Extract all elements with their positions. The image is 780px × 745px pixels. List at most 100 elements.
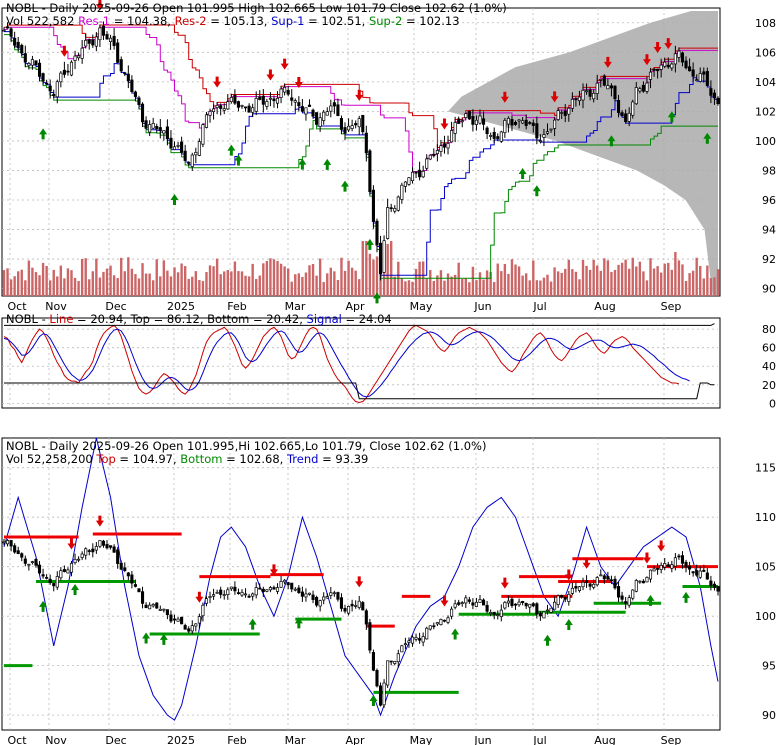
- trend-candle: [332, 592, 336, 595]
- volume-bar: [31, 267, 34, 296]
- price-candle: [119, 59, 123, 72]
- trend-candle: [712, 583, 716, 588]
- price-candle: [137, 97, 141, 105]
- trend-candle: [98, 540, 102, 547]
- price-candle: [698, 73, 702, 82]
- volume-bar: [95, 258, 98, 296]
- price-candle: [254, 98, 258, 112]
- volume-bar: [489, 271, 492, 296]
- trend-candle: [183, 625, 187, 630]
- trend-candle: [361, 602, 365, 611]
- volume-bar: [205, 272, 208, 296]
- trend-candle: [69, 563, 74, 573]
- volume-bar: [311, 264, 315, 296]
- volume-bar: [596, 265, 599, 296]
- volume-bar: [98, 277, 102, 296]
- volume-bar: [134, 274, 137, 296]
- buy-arrow-up: [451, 628, 460, 640]
- buy-arrow-up: [71, 584, 80, 596]
- price-candle: [123, 72, 127, 75]
- price-candle: [69, 61, 74, 76]
- price-candle: [485, 127, 489, 135]
- volume-bar: [478, 272, 482, 296]
- price-candle: [442, 143, 447, 148]
- trend-candle: [339, 597, 344, 609]
- volume-bar: [315, 275, 318, 296]
- trend-candle: [577, 586, 582, 591]
- volume-bar: [159, 276, 162, 296]
- trend-candle: [489, 612, 493, 614]
- price-candle: [98, 27, 102, 41]
- volume-bar: [162, 260, 166, 296]
- volume-bar: [567, 259, 571, 296]
- trend-candle: [702, 569, 706, 572]
- price-candle: [84, 39, 88, 47]
- volume-bar: [212, 266, 215, 296]
- price-xtick-label: Apr: [345, 300, 365, 313]
- price-candle: [428, 154, 432, 160]
- price-candle: [73, 55, 77, 61]
- price-candle: [116, 42, 120, 63]
- volume-bar: [276, 260, 279, 296]
- trend-candle: [556, 595, 560, 605]
- volume-bar: [123, 271, 126, 296]
- price-candle: [261, 95, 265, 105]
- volume-bar: [485, 270, 489, 296]
- trend-candle: [560, 595, 564, 598]
- buy-arrow-up: [564, 619, 573, 631]
- volume-bar: [286, 268, 290, 296]
- buy-arrow-up: [170, 194, 179, 206]
- volume-bar: [116, 278, 119, 296]
- trend-candle: [229, 586, 233, 590]
- volume-bar: [102, 271, 105, 296]
- trend-candle: [66, 569, 70, 574]
- volume-bar: [368, 253, 372, 296]
- buy-arrow-up: [369, 694, 378, 706]
- trend-candle: [23, 558, 27, 564]
- sell-arrow-down: [280, 58, 289, 70]
- volume-bar: [517, 266, 521, 296]
- price-candle: [244, 106, 248, 109]
- trend-candle: [627, 597, 631, 606]
- trend-candle: [492, 611, 496, 615]
- price-candle: [329, 105, 333, 112]
- price-candle: [197, 141, 201, 156]
- trend-candle: [258, 587, 262, 590]
- volume-bar: [73, 277, 77, 296]
- trend-candle: [144, 604, 148, 609]
- volume-bar: [27, 260, 31, 296]
- price-candle: [48, 85, 52, 92]
- price-candle: [393, 208, 397, 212]
- volume-bar: [475, 280, 478, 296]
- trend-candle: [524, 602, 528, 607]
- price-xtick-label: Mar: [285, 300, 306, 313]
- volume-bar: [521, 275, 524, 296]
- trend-candle: [325, 596, 329, 599]
- volume-bar: [180, 263, 183, 296]
- trend-candle: [474, 601, 478, 607]
- volume-bar: [631, 257, 634, 296]
- price-candle: [670, 63, 674, 69]
- volume-bar: [571, 269, 574, 296]
- stoch-ytick-label: 80: [762, 323, 776, 336]
- price-candle: [645, 82, 649, 92]
- price-candle: [425, 158, 429, 169]
- trend-candle: [347, 605, 351, 614]
- volume-bar: [91, 271, 95, 296]
- price-candle: [148, 124, 152, 133]
- price-candle: [673, 53, 677, 65]
- price-candle: [361, 114, 365, 133]
- trend-line: [3, 437, 719, 721]
- price-candle: [290, 97, 294, 101]
- price-candle: [656, 68, 660, 72]
- trend-candle: [84, 548, 88, 556]
- price-xtick-label: Jun: [473, 300, 491, 313]
- price-ytick-label: 100: [755, 135, 776, 148]
- trend-candle: [567, 593, 571, 602]
- volume-bar: [244, 275, 247, 296]
- price-candle: [588, 89, 592, 97]
- price-candle: [414, 171, 418, 174]
- price-candle: [77, 55, 81, 59]
- trend-candle: [418, 638, 422, 641]
- trend-candle: [94, 546, 98, 551]
